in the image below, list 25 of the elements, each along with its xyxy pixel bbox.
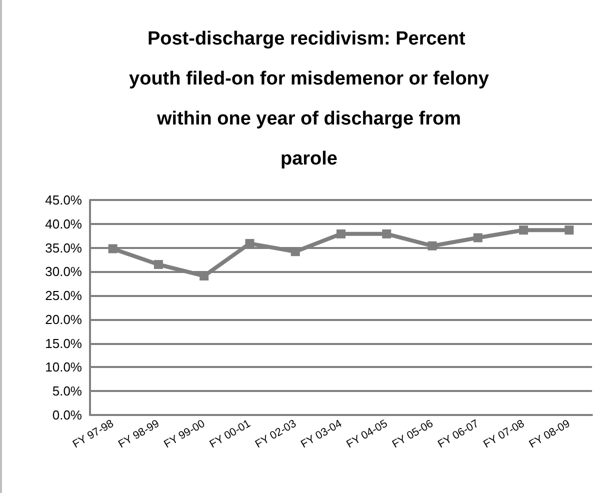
y-tick-label: 15.0%	[45, 336, 82, 351]
x-tick-label: FY 08-09	[527, 418, 572, 451]
point	[428, 241, 437, 250]
x-tick-label: FY 05-06	[390, 418, 436, 451]
x-tick-label: FY 02-03	[253, 418, 298, 451]
y-tick-label: 10.0%	[45, 360, 82, 375]
y-tick-label: 45.0%	[45, 192, 82, 208]
x-tick-label: FY 07-08	[482, 418, 527, 451]
chart-title: Post-discharge recidivism: Percent youth filed-on for misdemenor or felony within one year of discharge from parole	[129, 28, 490, 170]
x-tick-label: FY 00-01	[208, 418, 253, 451]
point	[564, 226, 574, 235]
y-tick-label: 0.0%	[52, 408, 82, 422]
point	[519, 226, 528, 235]
point	[108, 244, 118, 254]
point	[473, 233, 482, 242]
y-tick-label: 25.0%	[45, 288, 82, 304]
y-tick-label: 40.0%	[45, 216, 82, 232]
y-tick-label: 5.0%	[52, 384, 82, 399]
y-tick-label: 20.0%	[45, 312, 82, 327]
point	[245, 238, 254, 248]
point	[336, 229, 346, 238]
point	[154, 260, 163, 269]
y-tick-label: 30.0%	[45, 264, 82, 280]
point	[382, 229, 392, 238]
y-tick-label: 35.0%	[45, 240, 82, 256]
